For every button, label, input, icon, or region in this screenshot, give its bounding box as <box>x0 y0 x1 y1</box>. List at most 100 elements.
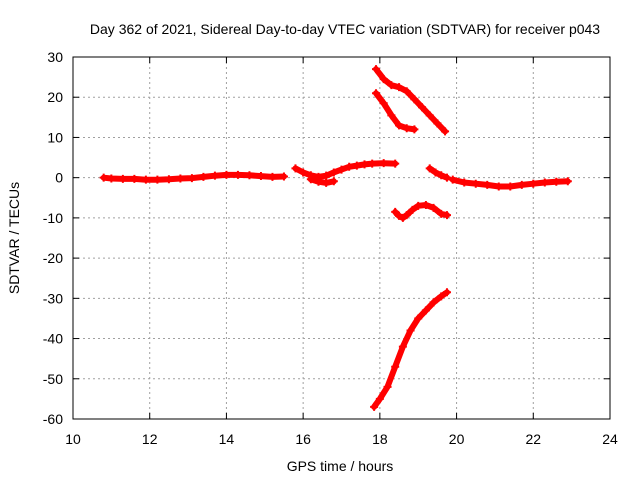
data-point <box>437 171 446 180</box>
x-tick-label: 20 <box>449 431 465 447</box>
data-point <box>460 178 469 187</box>
data-point <box>187 174 196 183</box>
data-point <box>368 159 377 168</box>
data-point <box>164 175 173 184</box>
data-point <box>410 125 419 134</box>
x-tick-label: 16 <box>295 431 311 447</box>
data-point <box>118 174 127 183</box>
y-tick-label: -40 <box>43 331 63 347</box>
x-tick-label: 10 <box>65 431 81 447</box>
y-tick-label: 0 <box>55 170 63 186</box>
data-point <box>268 172 277 181</box>
data-point <box>437 292 446 301</box>
data-point <box>408 205 417 214</box>
data-point <box>345 162 354 171</box>
data-point <box>448 175 457 184</box>
data-point <box>375 394 384 403</box>
data-point <box>360 160 369 169</box>
data-point <box>329 168 338 177</box>
data-point <box>337 165 346 174</box>
data-point <box>387 111 396 120</box>
data-point <box>379 75 388 84</box>
series-mid-negative <box>391 201 451 222</box>
x-tick-label: 12 <box>142 431 158 447</box>
data-point <box>402 87 411 96</box>
data-point <box>429 203 438 212</box>
y-tick-label: 30 <box>47 49 63 65</box>
data-point <box>441 127 450 136</box>
y-tick-label: 10 <box>47 129 63 145</box>
y-axis-label: SDTVAR / TECUs <box>6 182 22 294</box>
data-point <box>398 342 407 351</box>
y-tick-label: -60 <box>43 411 63 427</box>
data-point <box>552 177 561 186</box>
x-axis-label: GPS time / hours <box>287 458 394 474</box>
x-tick-label: 22 <box>525 431 541 447</box>
data-point <box>199 172 208 181</box>
data-point <box>233 170 242 179</box>
series-dip-segment <box>306 175 338 187</box>
data-point <box>352 161 361 170</box>
series-late-baseline <box>448 175 572 191</box>
series-upper-arc-high <box>372 65 450 136</box>
data-point <box>291 164 300 173</box>
data-point <box>402 124 411 133</box>
data-point <box>379 99 388 108</box>
series-main-baseline <box>99 170 288 184</box>
data-point <box>279 172 288 181</box>
data-point <box>395 83 404 92</box>
data-point <box>306 175 315 184</box>
data-point <box>471 179 480 188</box>
data-point <box>141 175 150 184</box>
y-tick-label: -10 <box>43 210 63 226</box>
data-point <box>442 211 451 220</box>
data-point <box>314 177 323 186</box>
data-point <box>402 211 411 220</box>
data-point <box>418 103 427 112</box>
y-tick-label: -50 <box>43 371 63 387</box>
data-point <box>540 178 549 187</box>
y-tick-label: -20 <box>43 250 63 266</box>
tick-layer: 10 12 14 16 18 20 22 24 30 20 10 0 -10 -20 -30 -40 -50 -6… <box>43 49 618 447</box>
data-point <box>153 175 162 184</box>
data-point <box>437 209 446 218</box>
data-point <box>370 402 379 411</box>
series-line <box>373 66 449 135</box>
series-upper-arc-low <box>372 89 419 134</box>
data-point <box>372 65 381 74</box>
data-point <box>107 174 116 183</box>
data-point <box>329 177 338 186</box>
data-point <box>406 326 415 335</box>
data-point <box>387 81 396 90</box>
x-tick-label: 18 <box>372 431 388 447</box>
data-layer <box>99 65 572 411</box>
data-point <box>563 177 572 186</box>
data-point <box>442 173 451 182</box>
y-tick-label: 20 <box>47 89 63 105</box>
data-point <box>517 180 526 189</box>
x-tick-label: 24 <box>602 431 618 447</box>
data-point <box>256 172 265 181</box>
chart-title: Day 362 of 2021, Sidereal Day-to-day VTE… <box>90 21 600 37</box>
x-tick-label: 14 <box>219 431 235 447</box>
data-point <box>395 121 404 130</box>
data-point <box>506 182 515 191</box>
data-point <box>391 207 400 216</box>
data-point <box>414 201 423 210</box>
data-point <box>442 288 451 297</box>
data-point <box>421 201 430 210</box>
data-point <box>425 111 434 120</box>
data-point <box>433 119 442 128</box>
data-point <box>391 362 400 371</box>
data-point <box>429 298 438 307</box>
data-point <box>176 174 185 183</box>
data-point <box>383 382 392 391</box>
data-point <box>483 180 492 189</box>
data-point <box>529 179 538 188</box>
data-point <box>322 178 331 187</box>
y-tick-label: -30 <box>43 290 63 306</box>
data-point <box>99 173 108 182</box>
grid-layer <box>73 57 610 419</box>
